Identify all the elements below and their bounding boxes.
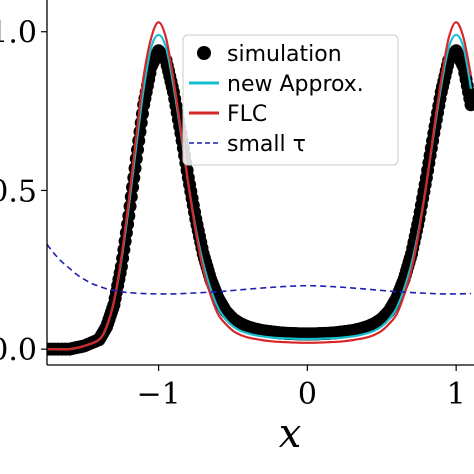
series-line [47, 21, 473, 351]
x-axis-label: x [279, 411, 302, 457]
data-point [464, 98, 474, 112]
series-new-approx- [47, 33, 473, 351]
x-tick-label: −1 [136, 377, 180, 412]
legend-entry: new Approx. [189, 72, 364, 97]
x-tick-label: 0 [298, 377, 317, 412]
y-tick-label: 0.0 [0, 333, 37, 368]
legend-marker [197, 46, 211, 60]
legend: simulation new Approx. FLC small τ [182, 34, 399, 166]
legend-label: small τ [227, 132, 306, 157]
series-small- [47, 243, 472, 295]
legend-box [182, 34, 399, 166]
legend-label: FLC [227, 102, 267, 127]
legend-entry: FLC [189, 102, 267, 127]
y-tick-label: 0.5 [0, 174, 37, 209]
x-tick-label: 1 [447, 377, 466, 412]
legend-label: new Approx. [227, 72, 364, 97]
series-line [47, 33, 473, 351]
legend-entry: simulation [197, 42, 342, 67]
legend-entry: small τ [189, 132, 306, 157]
legend-label: simulation [227, 42, 342, 67]
y-tick-label: 1.0 [0, 16, 37, 51]
series-flc [47, 21, 473, 351]
series-line [47, 243, 472, 295]
